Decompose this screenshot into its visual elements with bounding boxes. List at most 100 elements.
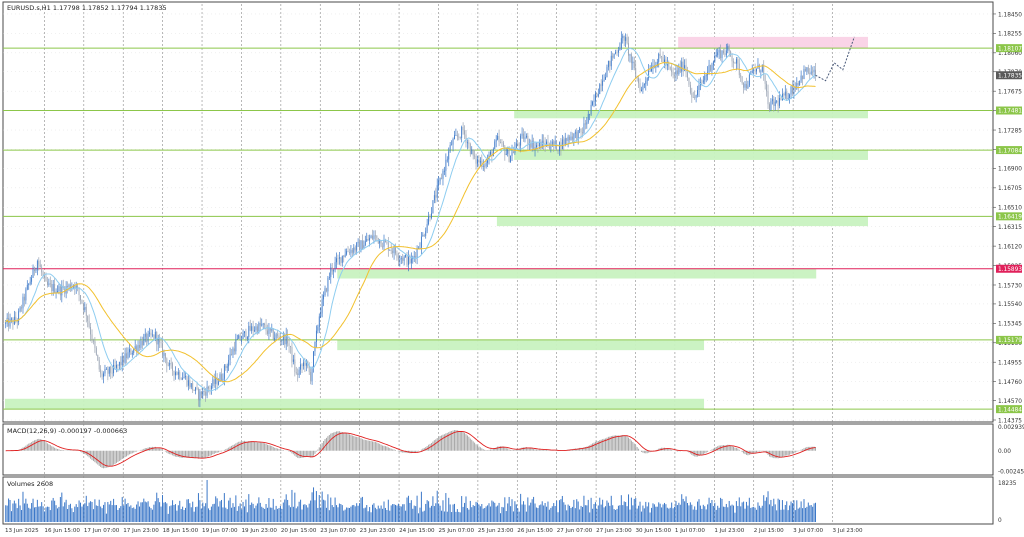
candle-body: [136, 346, 138, 352]
candle-body: [655, 66, 657, 68]
candle-body: [162, 343, 163, 356]
candle-body: [494, 141, 496, 150]
candle-body: [242, 333, 244, 340]
candle-body: [451, 144, 453, 146]
candle-body: [183, 376, 185, 379]
candle-body: [589, 114, 591, 115]
candle-body: [195, 387, 197, 391]
moving-averages: [5, 47, 816, 392]
candle-body: [22, 296, 24, 309]
candle-body: [429, 216, 431, 218]
candle-body: [455, 135, 457, 137]
candle-body: [675, 70, 677, 76]
candle-body: [648, 70, 650, 79]
time-axis-label: 27 Jun 23:00: [596, 528, 632, 534]
level-price-label: 1.18107: [998, 46, 1022, 52]
candle-body: [343, 255, 345, 257]
candle-body: [492, 149, 494, 157]
candle-body: [231, 354, 232, 355]
candle-body: [812, 71, 814, 73]
candle-body: [46, 281, 48, 285]
candle-body: [333, 269, 335, 272]
price-tick-label: 1.16510: [998, 206, 1022, 212]
candle-body: [75, 285, 77, 289]
level-price-tag-3: [996, 146, 1022, 155]
candle-body: [704, 76, 706, 81]
macd-axis-label: 0.00: [998, 449, 1011, 455]
candle-body: [737, 59, 739, 64]
candle-body: [344, 254, 346, 257]
candle-body: [290, 345, 291, 348]
candle-body: [746, 83, 747, 89]
candle-body: [370, 235, 372, 239]
candle-body: [439, 177, 441, 182]
time-axis-label: 18 Jun 15:00: [163, 528, 199, 534]
candle-body: [149, 332, 150, 334]
volume-axis-min: 0: [998, 518, 1002, 524]
candle-body: [697, 90, 698, 96]
candle-body: [382, 246, 383, 248]
grid-layer: [3, 4, 993, 522]
candle-body: [31, 277, 33, 282]
candle-body: [246, 337, 248, 339]
candle-body: [668, 63, 670, 67]
time-axis-label: 13 Jun 2025: [5, 528, 39, 534]
candle-body: [448, 151, 450, 160]
candle-body: [810, 71, 812, 74]
candle-body: [317, 327, 319, 331]
candle-body: [645, 81, 647, 84]
candle-body: [349, 252, 350, 254]
candle-body: [607, 60, 609, 68]
candle-body: [546, 141, 547, 147]
candle-body: [159, 338, 161, 343]
candle-body: [705, 74, 707, 77]
candle-body: [638, 78, 640, 84]
candle-body: [534, 147, 536, 150]
candle-body: [236, 338, 238, 340]
candle-body: [334, 262, 336, 270]
candle-body: [341, 255, 343, 263]
candle-body: [356, 243, 358, 251]
candle-body: [406, 255, 408, 265]
candle-body: [124, 353, 126, 363]
candle-body: [21, 307, 22, 309]
time-axis-label: 2 Jul 15:00: [754, 528, 784, 534]
candle-body: [137, 344, 139, 352]
candle-body: [193, 390, 195, 391]
level-zone-3: [514, 150, 868, 160]
candle-body: [671, 69, 673, 73]
candle-body: [399, 258, 401, 260]
candle-body: [70, 284, 71, 289]
candle-body: [34, 267, 35, 272]
candle-body: [74, 285, 76, 289]
candle-body: [807, 67, 809, 74]
candle-body: [202, 390, 204, 396]
candle-body: [57, 291, 58, 293]
candle-body: [187, 380, 189, 386]
candle-body: [774, 101, 776, 106]
candle-body: [507, 149, 509, 154]
time-axis-label: 26 Jun 15:00: [517, 528, 553, 534]
candle-body: [400, 258, 402, 259]
candle-body: [213, 379, 215, 384]
candle-body: [724, 53, 726, 56]
candle-body: [613, 53, 615, 58]
price-tick-label: 1.15150: [998, 341, 1022, 347]
candle-body: [711, 64, 713, 71]
macd-signal-line: [5, 431, 816, 467]
candle-body: [190, 383, 192, 388]
candle-body: [130, 349, 132, 355]
candle-body: [245, 331, 247, 339]
candle-body: [702, 80, 704, 83]
candle-body: [783, 93, 785, 96]
candle-body: [511, 151, 513, 156]
candle-body: [754, 69, 756, 72]
candle-body: [328, 277, 330, 279]
candle-body: [474, 155, 476, 157]
candle-body: [366, 239, 368, 242]
candle-body: [432, 200, 434, 214]
level-zone-4: [496, 216, 868, 227]
candle-body: [790, 86, 792, 95]
candle-body: [186, 376, 188, 386]
